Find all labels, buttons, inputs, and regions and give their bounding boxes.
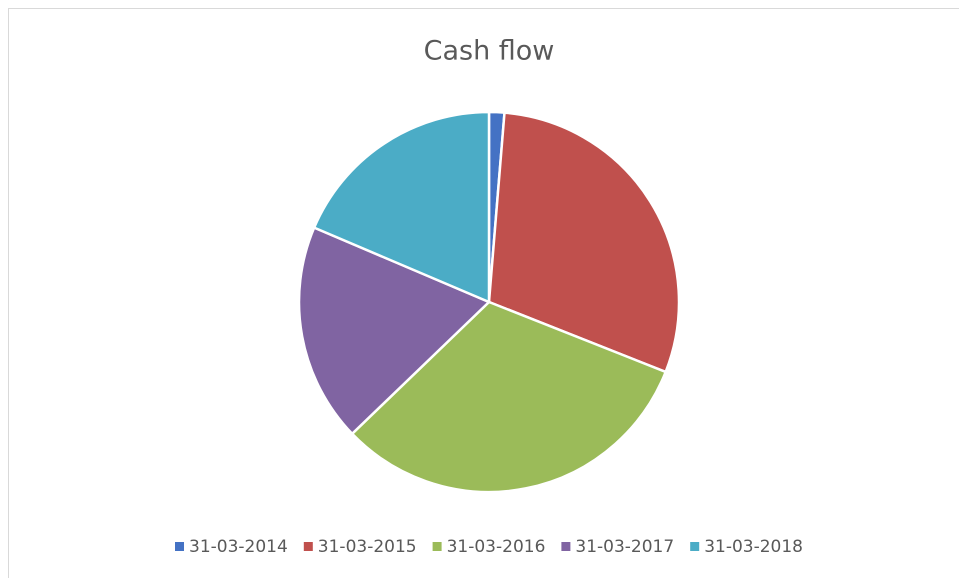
legend-label: 31-03-2014 — [189, 537, 288, 557]
legend-swatch — [432, 542, 442, 551]
chart-frame — [8, 8, 959, 578]
legend: 31-03-2014 31-03-2015 31-03-2016 31-03-2017… — [175, 537, 803, 557]
legend-swatch — [690, 542, 700, 551]
legend-label: 31-03-2015 — [318, 537, 417, 557]
pie-slice — [312, 110, 491, 304]
legend-swatch — [303, 542, 313, 551]
legend-label: 31-03-2018 — [704, 537, 803, 557]
pie — [297, 110, 681, 494]
pie-slice — [487, 111, 681, 374]
chart-title: Cash flow — [424, 36, 555, 67]
legend-swatch — [561, 542, 571, 551]
pie-slice — [350, 300, 668, 494]
legend-label: 31-03-2016 — [447, 537, 546, 557]
pie-slice — [297, 225, 492, 436]
legend-swatch — [175, 542, 185, 551]
legend-label: 31-03-2017 — [575, 537, 674, 557]
